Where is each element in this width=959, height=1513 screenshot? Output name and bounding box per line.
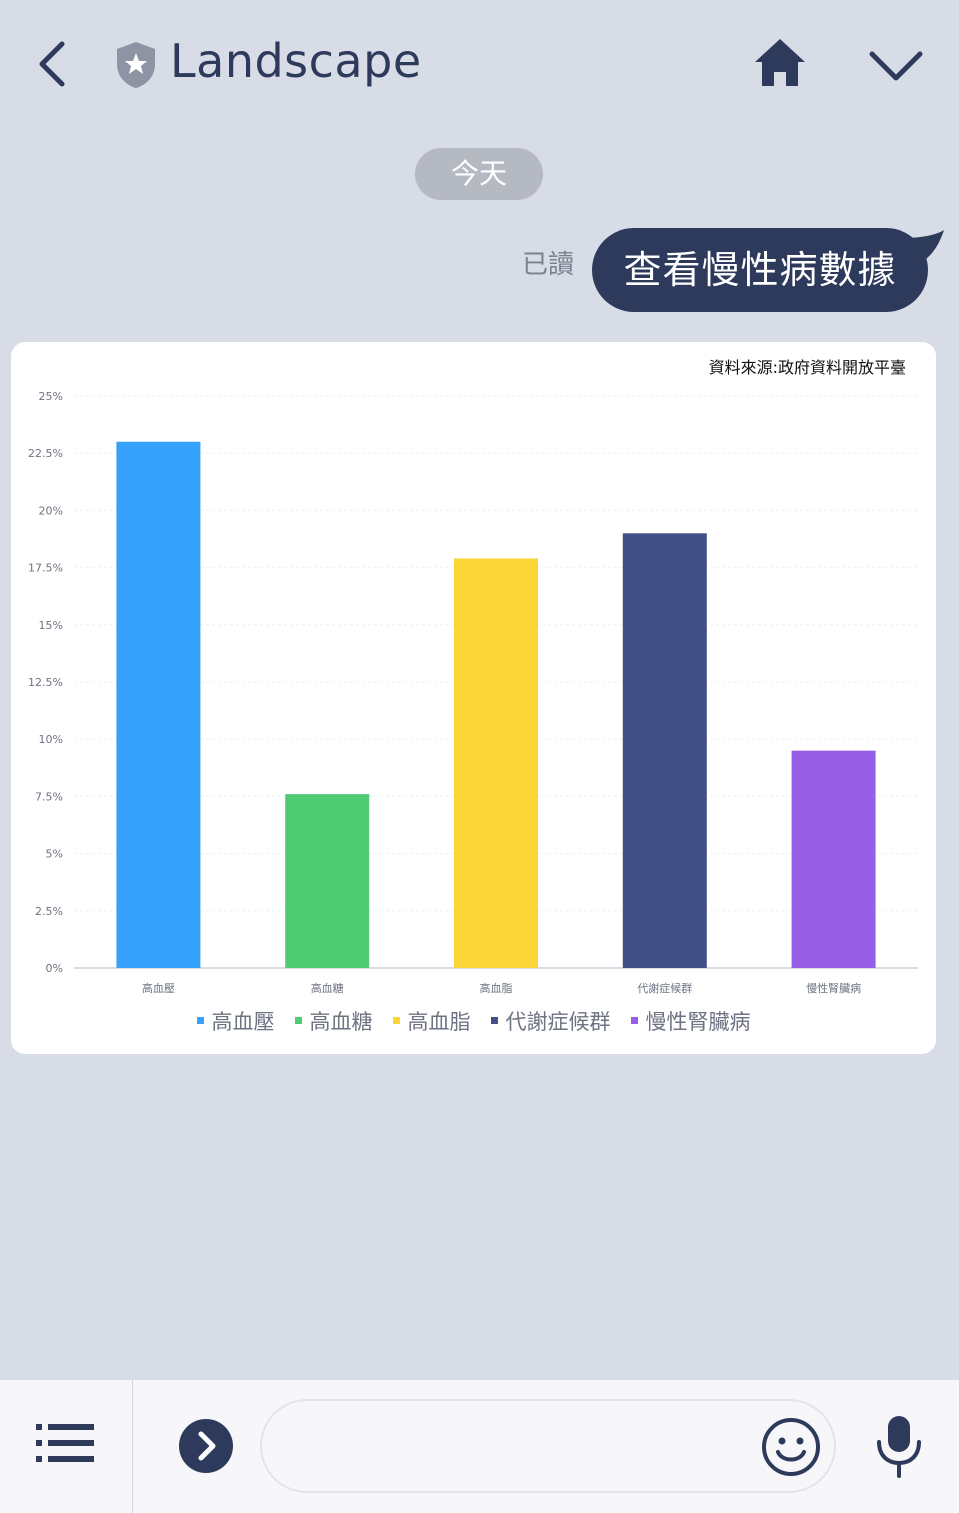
legend-swatch <box>196 1016 204 1024</box>
chart-legend: 高血壓 高血糖 高血脂 代謝症候群 慢性腎臟病 <box>11 1006 936 1036</box>
data-source-label: 資料來源:政府資料開放平臺 <box>708 358 906 377</box>
chart-card[interactable]: 資料來源:政府資料開放平臺 0% 2.5% 5% 7.5% 10% 12.5% 15% 17.… <box>11 342 936 1054</box>
y-tick-label: 0% <box>46 962 63 975</box>
emoji-button[interactable] <box>760 1416 822 1478</box>
legend-item[interactable]: 高血糖 <box>294 1006 373 1036</box>
expand-icon <box>179 1419 233 1473</box>
legend-label: 代謝症候群 <box>505 1010 611 1034</box>
y-tick-label: 7.5% <box>35 790 63 803</box>
bar-3[interactable] <box>454 558 538 968</box>
legend-item[interactable]: 代謝症候群 <box>490 1006 611 1036</box>
date-divider: 今天 <box>415 148 543 200</box>
chevron-down-icon <box>869 51 923 81</box>
legend-swatch <box>294 1016 302 1024</box>
page-title: Landscape <box>170 34 422 88</box>
y-tick-label: 2.5% <box>35 905 63 918</box>
bar-4[interactable] <box>622 533 707 968</box>
chat-header: Landscape <box>0 0 959 130</box>
legend-swatch <box>392 1016 400 1024</box>
legend-swatch <box>490 1016 498 1024</box>
bar-1[interactable] <box>116 441 201 968</box>
x-tick-label: 慢性腎臟病 <box>806 981 861 995</box>
legend-label: 慢性腎臟病 <box>645 1010 751 1034</box>
y-tick-label: 20% <box>39 504 63 517</box>
legend-item[interactable]: 高血脂 <box>392 1006 471 1036</box>
legend-item[interactable]: 慢性腎臟病 <box>630 1006 751 1036</box>
legend-swatch <box>630 1016 638 1024</box>
legend-label: 高血壓 <box>211 1010 275 1034</box>
y-tick-label: 17.5% <box>28 562 63 575</box>
y-tick-label: 5% <box>46 848 63 861</box>
read-receipt: 已讀 <box>522 250 575 280</box>
message-bubble[interactable]: 查看慢性病數據 <box>592 228 928 312</box>
home-icon <box>755 39 805 86</box>
home-button[interactable] <box>752 36 808 90</box>
back-icon <box>39 41 65 87</box>
menu-icon <box>36 1424 94 1462</box>
menu-button[interactable] <box>34 1420 96 1472</box>
legend-label: 高血脂 <box>407 1010 471 1034</box>
back-button[interactable] <box>30 38 74 90</box>
expand-button[interactable] <box>178 1418 234 1474</box>
microphone-button[interactable] <box>874 1414 924 1478</box>
x-tick-label: 代謝症候群 <box>637 981 692 995</box>
y-tick-label: 12.5% <box>28 676 63 689</box>
emoji-icon <box>762 1418 820 1476</box>
bar-chart: 0% 2.5% 5% 7.5% 10% 12.5% 15% 17.5% 20% 22.5% 25% 高… <box>28 390 918 995</box>
legend-label: 高血糖 <box>309 1010 373 1034</box>
input-bar <box>0 1380 959 1513</box>
x-tick-label: 高血糖 <box>311 981 344 995</box>
message-input[interactable] <box>260 1399 836 1493</box>
y-tick-label: 22.5% <box>28 447 63 460</box>
y-tick-label: 15% <box>39 619 63 632</box>
microphone-icon <box>877 1416 921 1478</box>
shield-star-icon <box>114 40 158 90</box>
y-tick-label: 25% <box>39 390 63 403</box>
bar-2[interactable] <box>285 794 370 968</box>
x-tick-label: 高血壓 <box>142 981 175 995</box>
collapse-button[interactable] <box>866 46 926 86</box>
y-tick-label: 10% <box>39 733 63 746</box>
x-tick-label: 高血脂 <box>480 981 513 995</box>
divider <box>132 1380 133 1513</box>
bar-5[interactable] <box>791 750 876 968</box>
legend-item[interactable]: 高血壓 <box>196 1006 275 1036</box>
